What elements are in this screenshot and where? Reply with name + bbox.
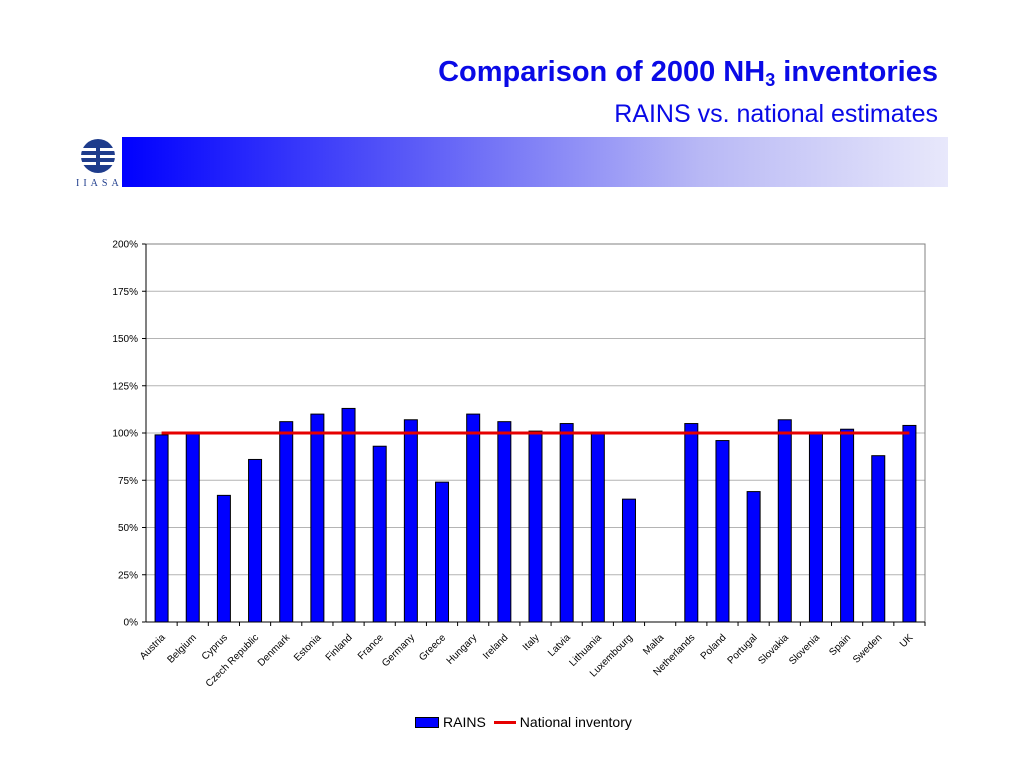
bar-uk [902,424,917,623]
legend-swatch-rains [415,716,439,728]
bar-germany [403,419,418,623]
legend: RAINS National inventory [415,713,632,731]
bars [154,407,917,623]
y-tick-label: 75% [118,476,138,487]
bar-belgium [185,432,200,623]
x-tick-label: Estonia [292,632,324,664]
x-tick-label: UK [898,632,916,650]
bar-spain [840,428,855,623]
bar-finland [341,407,356,623]
y-tick-label: 125% [112,381,138,392]
bar-poland [715,440,730,623]
bar-cyprus [216,494,231,623]
y-tick-label: 25% [118,570,138,581]
title-end: inventories [775,56,938,88]
title-main: Comparison of 2000 NH [438,56,766,88]
x-tick-label: Malta [641,632,666,657]
header-banner [122,137,948,187]
y-tick-label: 100% [112,429,138,440]
x-tick-label: France [356,632,386,662]
x-tick-label: Italy [521,632,542,653]
chart-title: Comparison of 2000 NH3 inventories [438,56,938,91]
bar-hungary [466,413,481,623]
x-tick-label: Finland [324,632,355,663]
bar-france [372,445,387,623]
legend-label-national-inventory: National inventory [519,714,632,730]
x-tick-label: Belgium [166,632,199,665]
axes [142,243,926,626]
x-tick-label: Hungary [445,632,480,667]
bar-slovakia [777,419,792,623]
legend-swatch-national-inventory [493,720,516,724]
iiasa-logo-icon [81,139,115,173]
x-tick-label: Germany [380,632,417,669]
x-tick-label: Latvia [546,632,573,659]
x-tick-label: Greece [417,632,448,663]
bar-slovenia [808,432,823,623]
y-tick-label: 175% [112,287,138,298]
x-tick-label: Portugal [726,632,760,666]
bar-latvia [559,423,574,623]
x-tick-label: Austria [138,632,168,662]
bar-lithuania [590,432,605,623]
x-tick-label: Slovakia [756,632,791,667]
y-tick-label: 150% [112,334,138,345]
chart-subtitle: RAINS vs. national estimates [614,100,938,128]
x-tick-label: Spain [827,632,853,658]
x-tick-label: Sweden [851,632,884,665]
bar-luxembourg [621,498,636,623]
x-tick-label: Poland [699,632,729,662]
bar-sweden [871,455,886,623]
x-tick-label: Denmark [256,632,293,669]
bar-estonia [310,413,325,623]
x-tick-label: Slovenia [787,632,822,667]
bar-greece [435,481,450,623]
x-tick-label: Cyprus [200,632,230,662]
title-subscript: 3 [765,70,776,90]
legend-label-rains: RAINS [443,714,486,730]
bar-netherlands [684,423,699,623]
bar-denmark [279,421,294,623]
logo-text: IIASA [76,178,123,189]
y-tick-label: 50% [118,523,138,534]
y-tick-label: 200% [112,240,138,251]
x-tick-label: Ireland [481,632,510,661]
bar-austria [154,434,169,623]
bar-portugal [746,491,761,623]
bar-italy [528,430,543,623]
bar-ireland [497,421,512,623]
bar-czech-republic [248,458,263,623]
y-tick-label: 0% [124,618,139,629]
